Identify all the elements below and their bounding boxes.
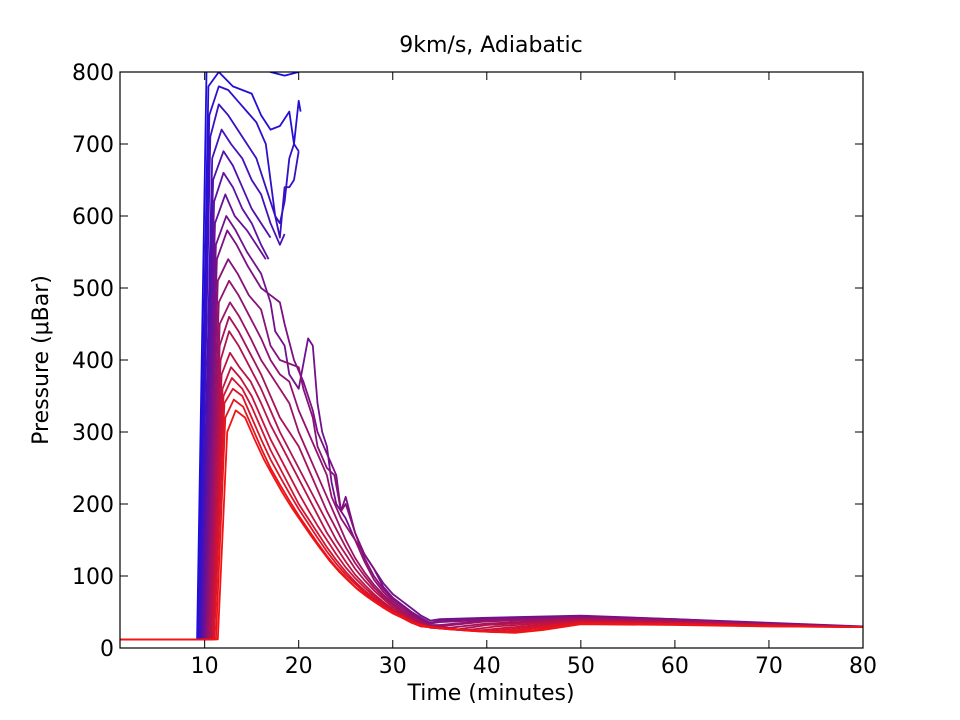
y-tick-label: 700 [72,133,114,158]
series-line-9 [120,215,863,641]
plot-lines [120,72,863,641]
x-axis-title: Time (minutes) [406,681,574,706]
plot-frame [119,71,864,649]
series-line-14 [120,315,863,641]
y-tick-label: 300 [72,421,114,446]
series-line-19 [120,387,863,641]
x-tick-label: 30 [379,654,407,679]
series-line-3 [120,85,300,641]
series-line-12 [120,279,863,641]
series-line-21 [120,409,863,641]
y-tick-label: 600 [72,205,114,230]
x-tick-label: 50 [567,654,595,679]
series-line-7 [120,171,270,641]
x-tick-label: 40 [473,654,501,679]
series-line-4 [120,103,300,641]
series-line-20 [120,398,863,641]
y-tick-label: 800 [72,61,114,86]
series-line-17 [120,366,863,641]
x-tick-label: 80 [849,654,877,679]
x-tick-label: 60 [661,654,689,679]
y-axis-title: Pressure (μBar) [29,275,54,445]
x-tick-label: 70 [755,654,783,679]
series-line-11 [120,258,863,641]
series-line-1 [120,72,299,641]
x-tick-label: 10 [191,654,219,679]
series-line-6 [120,150,272,641]
y-tick-label: 400 [72,349,114,374]
series-line-10 [120,229,863,641]
x-tick-label: 20 [285,654,313,679]
y-axis: 0 100 200 300 400 500 600 700 800 [72,61,863,662]
series-line-8 [120,193,267,641]
y-tick-label: 0 [100,637,114,662]
x-axis: 10 20 30 40 50 60 70 80 [191,72,877,679]
series-line-5 [120,128,286,641]
y-tick-label: 200 [72,493,114,518]
y-tick-label: 500 [72,277,114,302]
y-tick-label: 100 [72,565,114,590]
series-line-18 [120,377,863,641]
chart-title: 9km/s, Adiabatic [399,33,583,58]
series-line-16 [120,351,863,641]
series-line-13 [120,301,863,641]
